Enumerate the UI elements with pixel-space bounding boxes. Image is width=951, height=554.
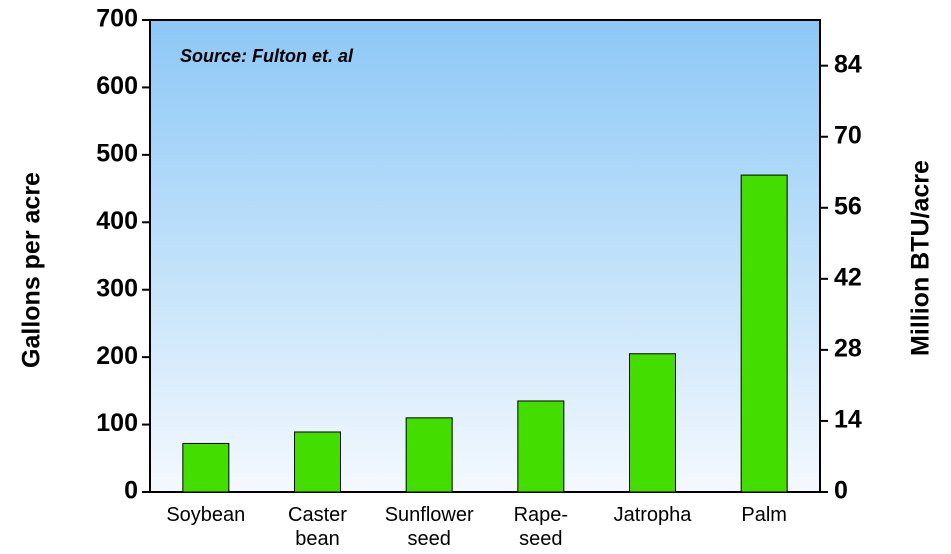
y2-tick-label: 42	[834, 263, 862, 291]
x-tick-label: Sunflower seed	[385, 504, 474, 550]
y2-tick-label: 14	[834, 406, 862, 434]
y-tick-label: 100	[96, 409, 138, 437]
x-tick-label: Palm	[741, 504, 787, 526]
y2-tick-label: 56	[834, 192, 862, 220]
y2-tick-label: 0	[834, 477, 848, 505]
x-tick-label: Jatropha	[614, 504, 693, 526]
bar	[182, 442, 230, 493]
y2-tick-label: 70	[834, 121, 862, 149]
x-tick-label: Rape-seed	[514, 504, 568, 550]
y-tick-label: 700	[96, 5, 138, 33]
y-tick-label: 0	[124, 477, 138, 505]
annotation: Source: Fulton et. al	[180, 46, 354, 66]
y-tick-label: 300	[96, 274, 138, 302]
bar	[740, 174, 788, 493]
y2-axis-label: Million BTU/acre	[907, 160, 935, 356]
y-tick-label: 500	[96, 139, 138, 167]
y-axis-label: Gallons per acre	[18, 172, 46, 368]
plot-area	[149, 19, 821, 493]
x-tick-label: Soybean	[166, 504, 245, 526]
y-tick-label: 600	[96, 72, 138, 100]
y-tick-label: 400	[96, 207, 138, 235]
bar	[629, 353, 676, 493]
bar	[294, 431, 341, 493]
bar	[405, 417, 453, 493]
bar	[517, 400, 565, 493]
x-tick-label: Caster bean	[288, 504, 347, 550]
y2-tick-label: 84	[834, 50, 862, 78]
y-tick-label: 200	[96, 342, 138, 370]
y2-tick-label: 28	[834, 335, 862, 363]
